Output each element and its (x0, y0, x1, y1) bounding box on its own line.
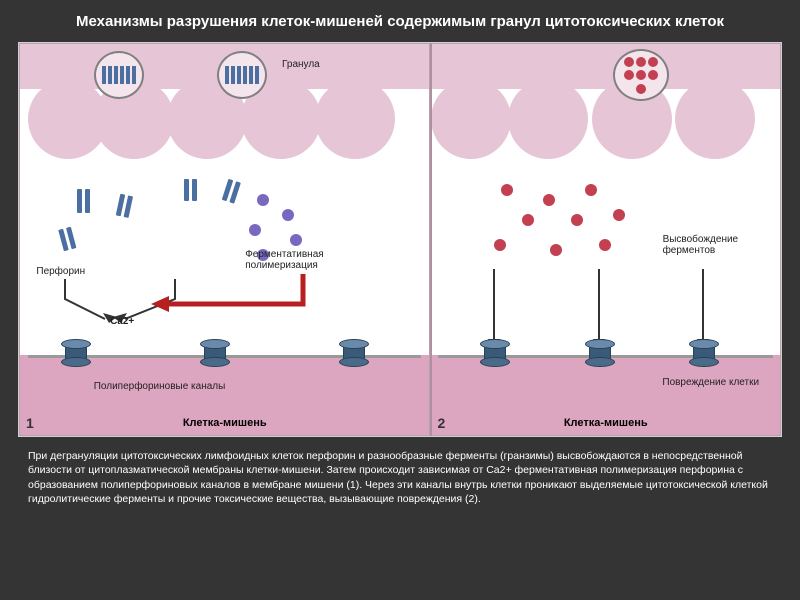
red-arrow (143, 274, 313, 324)
channel-label: Полиперфориновые каналы (94, 381, 226, 392)
enzyme-dot (599, 239, 611, 251)
granule (217, 51, 267, 99)
slide: Механизмы разрушения клеток-мишеней соде… (0, 0, 800, 600)
granule-label: Гранула (282, 59, 342, 70)
target-cell-label: Клетка-мишень (431, 417, 780, 429)
polymerization-label: Ферментативная полимеризация (245, 249, 365, 271)
target-cell-label: Клетка-мишень (20, 417, 429, 429)
enzyme-granule (613, 49, 669, 101)
target-cell: Полиперфориновые каналы Клетка-мишень (20, 355, 429, 435)
perforin-rod (77, 189, 82, 213)
release-label: Высвобождение ферментов (663, 234, 763, 256)
caption-text: При дегрануляции цитотоксических лимфоид… (0, 437, 800, 506)
enzyme-dot (522, 214, 534, 226)
perforin-rod (184, 179, 189, 201)
panel-index: 1 (26, 415, 34, 431)
perforin-monomer (290, 234, 302, 246)
perforin-monomer (257, 194, 269, 206)
granule (94, 51, 144, 99)
panel-left: Цитотоксическая клетка (19, 43, 430, 436)
enzyme-dot (550, 244, 562, 256)
cytotoxic-cell: Гранула (20, 79, 429, 169)
enzyme-dot (571, 214, 583, 226)
polyperforin-channel (689, 341, 719, 365)
target-cell: Повреждение клетки Клетка-мишень (431, 355, 780, 435)
polyperforin-channel (585, 341, 615, 365)
enzyme-dot (494, 239, 506, 251)
damage-label: Повреждение клетки (662, 377, 759, 388)
cytotoxic-cell (431, 79, 780, 169)
perforin-rod (221, 179, 233, 201)
figure: Цитотоксическая клетка (18, 42, 782, 437)
slide-title: Механизмы разрушения клеток-мишеней соде… (0, 0, 800, 38)
panel-divider (430, 43, 432, 436)
polyperforin-channel (339, 341, 369, 365)
polyperforin-channel (61, 341, 91, 365)
enzyme-dot (613, 209, 625, 221)
perforin-monomer (249, 224, 261, 236)
perforin-label: Перфорин (36, 266, 85, 277)
panel-index: 2 (437, 415, 445, 431)
enzyme-dot (501, 184, 513, 196)
enzyme-dot (543, 194, 555, 206)
enzyme-dot (585, 184, 597, 196)
panel-right: Цитотоксическая клетка (430, 43, 781, 436)
perforin-monomer (282, 209, 294, 221)
polyperforin-channel (200, 341, 230, 365)
polyperforin-channel (480, 341, 510, 365)
ca-label: Ca2+ (110, 316, 134, 327)
perforin-rod (116, 194, 125, 217)
perforin-rod (58, 229, 69, 252)
